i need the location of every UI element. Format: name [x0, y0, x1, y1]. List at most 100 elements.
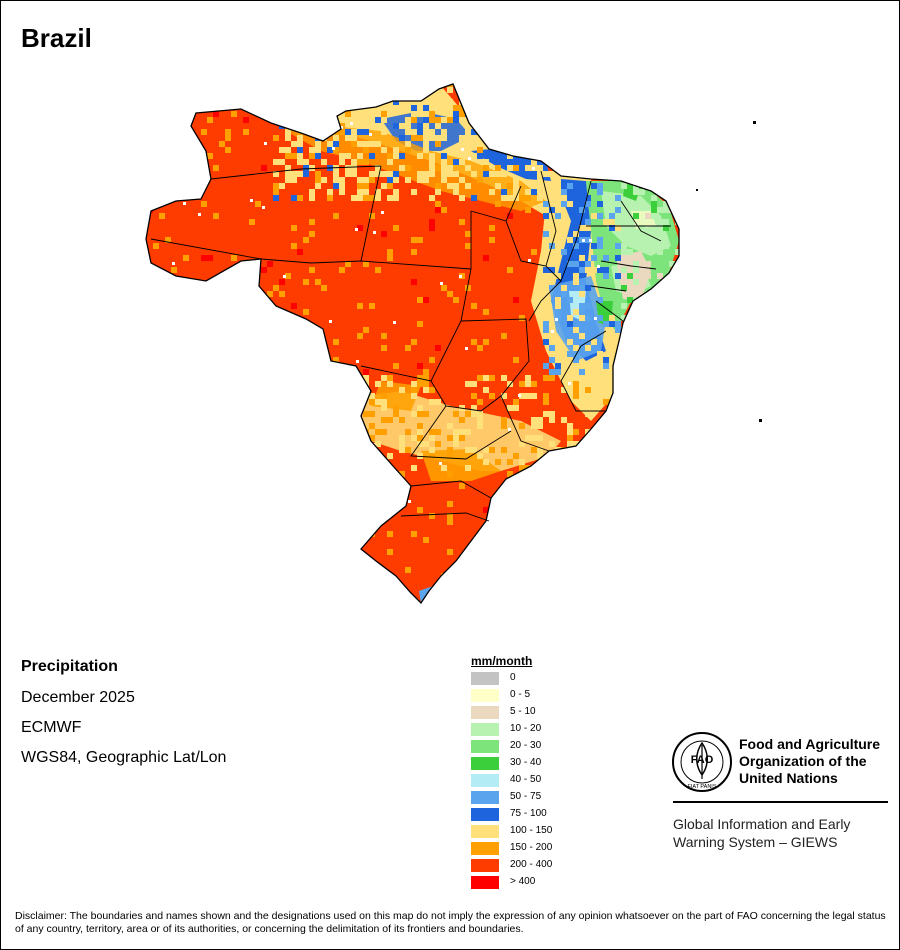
- precip-cell: [573, 105, 579, 111]
- precip-cell: [423, 117, 429, 123]
- precip-cell: [561, 291, 567, 297]
- precip-cell: [351, 141, 357, 147]
- precip-cell: [459, 219, 465, 225]
- precip-cell: [471, 153, 477, 159]
- precip-cell: [579, 225, 585, 231]
- precip-cell: [627, 129, 633, 135]
- precip-cell: [369, 87, 375, 93]
- precip-cell: [273, 183, 279, 189]
- precip-cell: [387, 531, 393, 537]
- legend-swatch: [471, 706, 499, 719]
- precip-cell: [549, 261, 555, 267]
- precip-cell: [147, 291, 153, 297]
- precip-cell: [615, 225, 621, 231]
- precip-cell: [471, 195, 477, 201]
- organization-name-line: United Nations: [739, 770, 838, 786]
- precip-cell: [429, 111, 435, 117]
- precip-cell: [279, 183, 285, 189]
- precip-cell: [537, 153, 543, 159]
- precip-cell: [375, 459, 381, 465]
- precip-cell: [345, 111, 351, 117]
- precip-cell: [189, 369, 195, 375]
- precip-cell: [675, 249, 679, 255]
- precip-cell: [555, 273, 561, 279]
- precip-cell: [327, 111, 333, 117]
- precip-cell: [357, 117, 363, 123]
- precip-cell: [573, 243, 579, 249]
- precip-cell: [585, 315, 591, 321]
- precip-cell: [555, 111, 561, 117]
- precip-cell: [429, 435, 435, 441]
- precip-cell: [585, 285, 591, 291]
- precip-cell: [303, 171, 309, 177]
- precip-cell: [411, 531, 417, 537]
- precip-cell: [543, 321, 549, 327]
- precip-cell: [327, 573, 333, 579]
- precip-cell: [657, 219, 663, 225]
- precip-cell: [225, 129, 231, 135]
- precip-cell: [297, 195, 303, 201]
- precip-cell: [423, 171, 429, 177]
- precip-cell: [537, 171, 543, 177]
- precip-cell: [549, 147, 555, 153]
- precip-cell: [417, 453, 423, 459]
- precip-cell: [333, 177, 339, 183]
- precip-cell: [507, 165, 513, 171]
- precip-cell: [549, 411, 555, 417]
- precip-cell: [231, 255, 237, 261]
- precip-cell: [297, 159, 303, 165]
- precip-cell: [537, 147, 543, 153]
- precip-cell: [579, 189, 585, 195]
- precip-cell: [393, 189, 399, 195]
- precip-cell: [525, 207, 531, 213]
- precip-cell: [219, 87, 225, 93]
- precip-cell: [681, 297, 687, 303]
- precip-cell: [447, 117, 453, 123]
- precip-cell: [285, 87, 291, 93]
- precip-cell: [285, 135, 291, 141]
- nodata-cell: [297, 531, 300, 534]
- precip-cell: [549, 267, 555, 273]
- precip-cell: [435, 189, 441, 195]
- precip-cell: [483, 99, 489, 105]
- precip-cell: [375, 267, 381, 273]
- legend-swatch: [471, 859, 499, 872]
- precip-cell: [459, 483, 465, 489]
- precip-cell: [309, 147, 315, 153]
- precip-cell: [441, 129, 447, 135]
- precip-cell: [429, 159, 435, 165]
- precip-cell: [573, 447, 579, 453]
- precip-cell: [279, 105, 285, 111]
- precip-cell: [477, 597, 483, 603]
- precip-cell: [327, 453, 333, 459]
- precip-cell: [639, 279, 645, 285]
- precip-cell: [327, 93, 333, 99]
- precip-cell: [297, 537, 303, 543]
- precip-cell: [489, 141, 495, 147]
- precip-cell: [579, 255, 585, 261]
- nodata-cell: [553, 483, 556, 486]
- precip-cell: [315, 129, 321, 135]
- precip-cell: [429, 429, 435, 435]
- nodata-cell: [329, 320, 332, 323]
- precip-cell: [501, 129, 507, 135]
- precip-cell: [405, 141, 411, 147]
- precip-cell: [633, 213, 639, 219]
- nodata-cell: [468, 157, 471, 160]
- precip-cell: [399, 471, 405, 477]
- precip-cell: [285, 147, 291, 153]
- precip-cell: [549, 117, 555, 123]
- precip-cell: [267, 441, 273, 447]
- precip-cell: [585, 411, 591, 417]
- precip-cell: [483, 447, 489, 453]
- precip-cell: [561, 189, 567, 195]
- precip-cell: [621, 315, 627, 321]
- precip-cell: [573, 429, 579, 435]
- precip-cell: [255, 435, 261, 441]
- precip-cell: [663, 243, 669, 249]
- precip-cell: [381, 117, 387, 123]
- precip-cell: [621, 243, 627, 249]
- precip-cell: [279, 117, 285, 123]
- precip-cell: [207, 153, 213, 159]
- precip-cell: [195, 591, 201, 597]
